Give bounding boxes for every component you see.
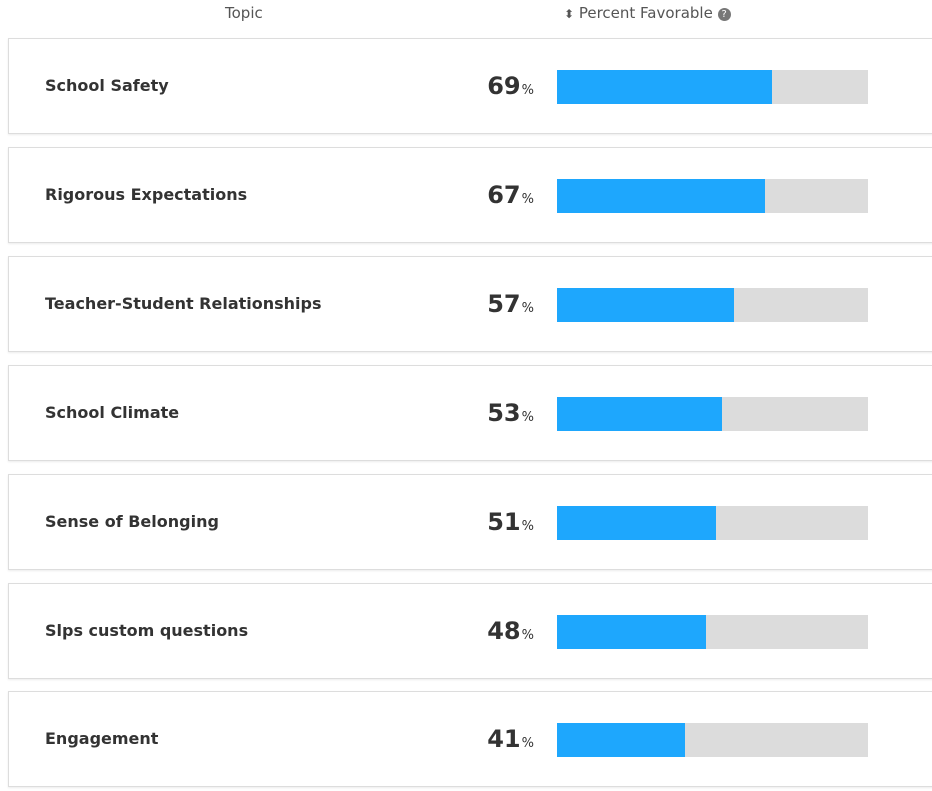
percent-value: 51% bbox=[487, 475, 534, 574]
bar bbox=[557, 178, 766, 213]
percent-number: 51 bbox=[487, 507, 521, 536]
bar bbox=[557, 505, 716, 540]
bar bbox=[557, 70, 772, 104]
topic-row: Teacher-Student Relationships 57% bbox=[8, 255, 932, 352]
bar-track bbox=[557, 396, 868, 431]
bar-track bbox=[557, 723, 868, 758]
percent-value: 48% bbox=[487, 584, 534, 683]
percent-value: 41% bbox=[487, 692, 534, 791]
percent-number: 69 bbox=[487, 72, 521, 100]
bar-track bbox=[557, 178, 868, 213]
percent-unit: % bbox=[521, 83, 534, 98]
topic-row: School Safety 69% bbox=[8, 38, 932, 134]
percent-unit: % bbox=[521, 518, 534, 534]
percent-value: 67% bbox=[487, 148, 534, 247]
topic-label: Slps custom questions bbox=[45, 620, 249, 640]
bar bbox=[557, 614, 707, 649]
percent-unit: % bbox=[521, 627, 534, 643]
percent-number: 67 bbox=[487, 180, 521, 209]
percent-header[interactable]: ⬍ Percent Favorable ? bbox=[564, 4, 731, 22]
topic-row: Rigorous Expectations 67% bbox=[8, 146, 932, 243]
topic-label: Teacher-Student Relationships bbox=[45, 293, 322, 313]
percent-number: 57 bbox=[487, 289, 521, 318]
percent-number: 41 bbox=[487, 725, 521, 754]
topic-row: School Climate 53% bbox=[8, 364, 932, 461]
sort-icon[interactable]: ⬍ bbox=[564, 7, 575, 21]
topic-label: Sense of Belonging bbox=[45, 511, 219, 531]
percent-unit: % bbox=[521, 191, 534, 207]
bar-track bbox=[557, 614, 868, 649]
topic-row: Slps custom questions 48% bbox=[8, 582, 932, 679]
percent-value: 53% bbox=[487, 366, 534, 465]
topic-header[interactable]: Topic bbox=[225, 4, 263, 22]
bar bbox=[557, 723, 685, 758]
percent-value: 69% bbox=[487, 39, 534, 138]
topic-label: School Safety bbox=[45, 76, 169, 95]
bar-track bbox=[557, 505, 868, 540]
topic-label: Rigorous Expectations bbox=[45, 184, 248, 204]
bar bbox=[557, 287, 735, 322]
percent-header-label[interactable]: Percent Favorable bbox=[578, 4, 713, 22]
bar-track bbox=[557, 287, 868, 322]
percent-number: 48 bbox=[487, 616, 521, 645]
percent-unit: % bbox=[521, 409, 534, 425]
percent-number: 53 bbox=[487, 398, 521, 427]
help-icon[interactable]: ? bbox=[717, 8, 731, 21]
topic-label: School Climate bbox=[45, 402, 180, 422]
bar bbox=[557, 396, 722, 431]
bar-track bbox=[557, 70, 868, 104]
topic-row: Engagement 41% bbox=[8, 691, 932, 788]
percent-unit: % bbox=[521, 300, 534, 316]
topic-row: Sense of Belonging 51% bbox=[8, 473, 932, 570]
percent-value: 57% bbox=[487, 257, 534, 356]
topic-label: Engagement bbox=[45, 729, 159, 749]
percent-unit: % bbox=[521, 736, 534, 752]
